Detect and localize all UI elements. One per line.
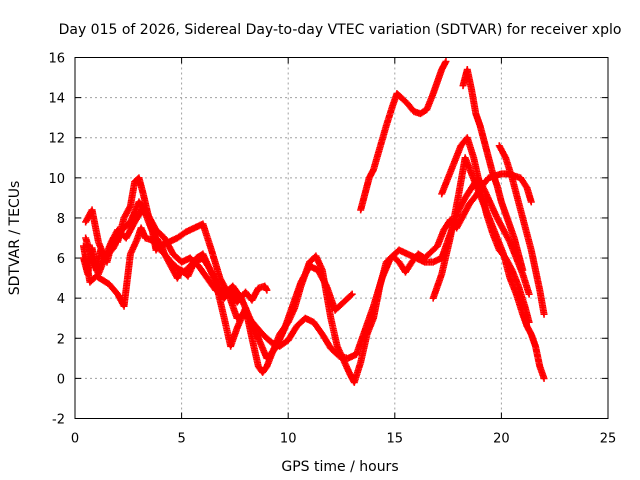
series-track-4 bbox=[82, 198, 356, 362]
data-point bbox=[540, 374, 548, 382]
y-tick-label: 12 bbox=[48, 132, 65, 147]
x-tick-label: 15 bbox=[387, 432, 404, 447]
data-point bbox=[525, 290, 533, 298]
y-tick-label: 0 bbox=[57, 372, 65, 387]
y-tick-label: 6 bbox=[57, 252, 65, 267]
y-tick-label: 10 bbox=[48, 172, 65, 187]
y-axis-label: SDTVAR / TECUs bbox=[7, 181, 23, 296]
data-point bbox=[519, 266, 527, 274]
x-tick-label: 20 bbox=[493, 432, 510, 447]
data-points bbox=[80, 58, 548, 386]
data-point bbox=[527, 198, 535, 206]
x-tick-label: 5 bbox=[177, 432, 185, 447]
grid bbox=[75, 57, 608, 419]
plot-frame bbox=[74, 57, 609, 419]
y-tick-label: 8 bbox=[57, 212, 65, 227]
data-point bbox=[348, 290, 356, 298]
data-point bbox=[347, 291, 355, 299]
y-tick-label: 2 bbox=[57, 332, 65, 347]
y-tick-label: 14 bbox=[48, 92, 65, 107]
data-point bbox=[442, 58, 450, 66]
x-tick-label: 25 bbox=[600, 432, 617, 447]
series-track-5 bbox=[357, 58, 450, 214]
chart-title: Day 015 of 2026, Sidereal Day-to-day VTE… bbox=[59, 22, 622, 38]
x-axis-label: GPS time / hours bbox=[281, 459, 398, 475]
series-track-9 bbox=[495, 142, 548, 318]
x-tick-label: 10 bbox=[280, 432, 297, 447]
data-point bbox=[525, 318, 533, 326]
data-point bbox=[263, 286, 271, 294]
y-tick-label: 16 bbox=[48, 52, 65, 67]
series-track-7 bbox=[438, 134, 533, 326]
series-track-8 bbox=[459, 66, 527, 274]
y-tick-label: -2 bbox=[52, 413, 65, 428]
x-tick-label: 0 bbox=[71, 432, 79, 447]
data-point bbox=[540, 310, 548, 318]
y-tick-label: 4 bbox=[57, 292, 65, 307]
